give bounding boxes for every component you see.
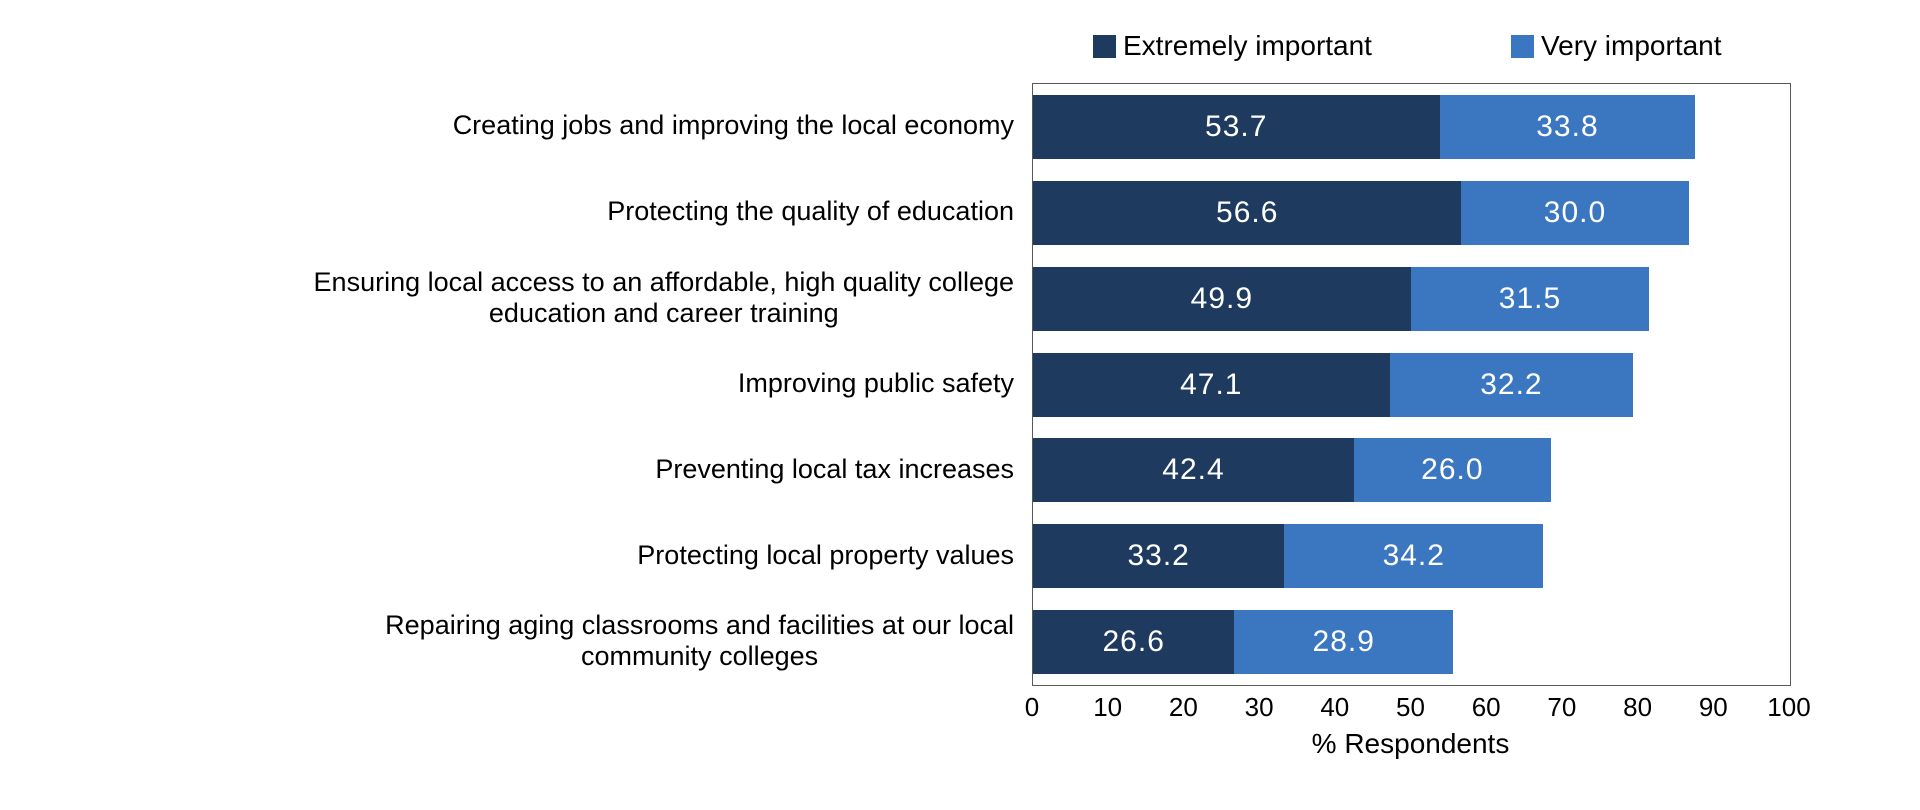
bar-segment-very-important: 26.0 [1353, 438, 1551, 503]
legend-item-extremely-important: Extremely important [1093, 30, 1372, 62]
legend-swatch-extremely-important-icon [1093, 34, 1116, 58]
category-label: Repairing aging classrooms and facilitie… [0, 598, 1014, 684]
bar-segment-very-important: 31.5 [1410, 266, 1650, 331]
bar-segment-very-important: 32.2 [1389, 352, 1634, 417]
category-label: Creating jobs and improving the local ec… [0, 83, 1014, 169]
bar-value-label: 26.0 [1421, 453, 1484, 487]
bar-value-label: 42.4 [1162, 453, 1225, 487]
bar-segment-extremely-important: 53.7 [1033, 94, 1440, 159]
bar-segment-very-important: 28.9 [1234, 610, 1454, 675]
bar-row: 42.4 26.0 [1033, 438, 1790, 503]
x-axis-tick-label: 90 [1698, 692, 1728, 722]
bar-segment-very-important: 30.0 [1461, 180, 1689, 245]
bar-value-label: 47.1 [1180, 367, 1243, 401]
bar-value-label: 53.7 [1205, 109, 1268, 143]
category-label-text: Ensuring local access to an affordable, … [313, 266, 1014, 328]
bar-value-label: 33.8 [1536, 109, 1599, 143]
category-label-text: Preventing local tax increases [655, 453, 1014, 484]
x-axis-tick-label: 50 [1396, 692, 1425, 722]
plot-area: 53.7 33.8 56.6 30.0 49.9 31.5 47.1 32.2 42.4 26.0… [1032, 83, 1791, 686]
bar-value-label: 56.6 [1216, 195, 1279, 229]
bar-segment-very-important: 34.2 [1284, 524, 1544, 589]
category-label: Preventing local tax increases [0, 426, 1014, 512]
bar-segment-extremely-important: 42.4 [1033, 438, 1354, 503]
category-label-text: Protecting the quality of education [607, 196, 1014, 227]
bar-segment-very-important: 33.8 [1439, 94, 1696, 159]
x-axis-tick-labels: 0 10 20 30 40 50 60 70 80 90 100 [1025, 692, 1811, 722]
category-label: Protecting local property values [0, 512, 1014, 598]
x-axis-tick-label: 30 [1244, 692, 1274, 722]
x-axis-tick-label: 0 [1024, 692, 1040, 722]
legend-swatch-very-important-icon [1511, 34, 1534, 58]
bar-row: 33.2 34.2 [1033, 524, 1790, 589]
bar-value-label: 49.9 [1190, 281, 1254, 315]
bar-value-label: 33.2 [1127, 539, 1190, 573]
category-label-text: Protecting local property values [637, 539, 1014, 570]
bar-segment-extremely-important: 56.6 [1033, 180, 1462, 245]
bar-value-label: 31.5 [1498, 281, 1562, 315]
x-axis-tick-label: 20 [1168, 692, 1198, 722]
category-label-text: Repairing aging classrooms and facilitie… [385, 610, 1014, 672]
bar-row: 26.6 28.9 [1033, 610, 1790, 675]
x-axis-tick-label: 70 [1547, 692, 1577, 722]
bar-row: 49.9 31.5 [1033, 266, 1790, 331]
category-label-text: Creating jobs and improving the local ec… [452, 110, 1014, 141]
x-axis-title: % Respondents [1311, 728, 1510, 759]
category-label: Ensuring local access to an affordable, … [0, 255, 1014, 341]
legend-item-very-important: Very important [1511, 30, 1722, 62]
bar-value-label: 30.0 [1543, 195, 1607, 229]
legend-label-very-important: Very important [1541, 30, 1722, 61]
bar-row: 47.1 32.2 [1033, 352, 1790, 417]
bar-value-label: 26.6 [1102, 625, 1165, 659]
x-axis-tick-label: 100 [1767, 692, 1811, 722]
bar-segment-extremely-important: 47.1 [1033, 352, 1390, 417]
legend-label-extremely-important: Extremely important [1123, 30, 1372, 61]
bar-segment-extremely-important: 26.6 [1033, 610, 1235, 675]
x-axis-tick-label: 10 [1093, 692, 1123, 722]
category-label-text: Improving public safety [737, 367, 1014, 398]
x-axis-tick-label: 40 [1320, 692, 1350, 722]
bar-row: 53.7 33.8 [1033, 94, 1790, 159]
bar-value-label: 28.9 [1312, 625, 1375, 659]
x-axis-tick-label: 60 [1471, 692, 1501, 722]
category-label: Protecting the quality of education [0, 169, 1014, 255]
bar-segment-extremely-important: 33.2 [1033, 524, 1285, 589]
bar-value-label: 34.2 [1382, 539, 1445, 573]
bar-value-label: 32.2 [1480, 367, 1543, 401]
bar-segment-extremely-important: 49.9 [1033, 266, 1411, 331]
x-axis-tick-label: 80 [1623, 692, 1653, 722]
bar-row: 56.6 30.0 [1033, 180, 1790, 245]
category-label: Improving public safety [0, 341, 1014, 427]
category-axis-labels: Creating jobs and improving the local ec… [0, 83, 1014, 684]
